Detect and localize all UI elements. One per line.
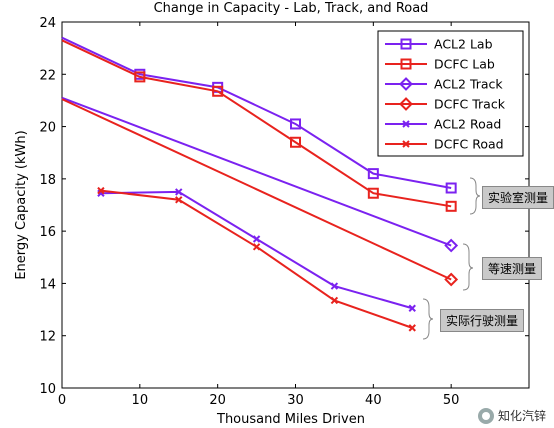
y-tick-label: 10 <box>39 382 56 397</box>
chart-title: Change in Capacity - Lab, Track, and Roa… <box>154 1 429 16</box>
data-point <box>367 168 379 180</box>
data-point <box>252 243 261 251</box>
data-point <box>445 182 457 194</box>
data-point <box>367 187 379 199</box>
legend-marker <box>399 97 413 111</box>
y-tick-label: 16 <box>39 225 56 240</box>
data-point <box>252 235 261 243</box>
series-1 <box>61 39 457 212</box>
data-point <box>408 324 416 332</box>
annotation-road: 实际行驶测量 <box>440 309 525 332</box>
legend-label: ACL2 Lab <box>434 37 493 52</box>
annotation-brackets <box>422 177 481 340</box>
watermark: 知化汽锌 <box>477 407 546 424</box>
legend-label: DCFC Lab <box>434 57 495 72</box>
y-tick-label: 20 <box>39 121 56 136</box>
data-point <box>134 71 146 83</box>
annotation-lab: 实验室测量 <box>482 186 554 209</box>
data-point <box>330 296 339 305</box>
legend-box <box>377 30 524 157</box>
legend-label: ACL2 Track <box>434 77 503 92</box>
legend-label: DCFC Track <box>434 97 506 112</box>
data-point <box>444 238 459 253</box>
x-tick-label: 40 <box>365 393 382 408</box>
annotation-bracket <box>462 243 474 291</box>
legend-entry: DCFC Lab <box>385 57 495 72</box>
legend-marker <box>400 38 412 50</box>
y-tick-label: 18 <box>39 173 56 188</box>
annotation-track: 等速测量 <box>482 257 543 280</box>
x-tick-label: 10 <box>132 393 149 408</box>
y-tick-label: 14 <box>39 277 56 292</box>
series-line <box>61 98 452 281</box>
series-3 <box>61 98 459 287</box>
legend-marker <box>399 77 413 91</box>
wechat-icon <box>477 407 494 424</box>
y-tick-label: 12 <box>39 330 56 345</box>
series-2 <box>61 96 459 253</box>
series-line <box>61 39 452 208</box>
data-point <box>444 272 459 287</box>
series-5 <box>97 186 416 332</box>
data-point <box>445 200 457 212</box>
data-point <box>175 188 183 196</box>
y-axis-label: Energy Capacity (kWh) <box>14 130 29 279</box>
series-line <box>61 96 452 247</box>
series-4 <box>97 188 416 312</box>
legend-entry: DCFC Track <box>385 97 506 112</box>
watermark-text: 知化汽锌 <box>497 409 546 423</box>
legend-label: ACL2 Road <box>434 117 501 132</box>
data-point <box>408 304 416 312</box>
x-tick-label: 20 <box>209 393 226 408</box>
annotation-bracket <box>422 298 434 340</box>
legend-label: DCFC Road <box>434 137 504 152</box>
legend-entry: DCFC Road <box>385 137 504 152</box>
legend-marker <box>402 140 410 148</box>
data-point <box>290 136 301 148</box>
legend-entry: ACL2 Road <box>385 117 501 132</box>
data-point <box>175 196 183 204</box>
data-point <box>212 85 224 97</box>
y-tick-label: 24 <box>39 16 56 31</box>
series-layer <box>61 36 459 332</box>
legend-entry: ACL2 Lab <box>385 37 493 52</box>
y-tick-label: 22 <box>39 68 56 83</box>
legend-marker <box>402 120 410 128</box>
x-tick-label: 30 <box>287 393 304 408</box>
legend-marker <box>400 58 412 70</box>
series-line <box>61 36 452 189</box>
legend: ACL2 Lab DCFC Lab ACL2 Track DCFC Track ACL2… <box>377 30 524 157</box>
x-axis-label: Thousand Miles Driven <box>216 412 365 427</box>
x-tick-label: 50 <box>443 393 460 408</box>
x-tick-label: 0 <box>58 393 66 408</box>
series-0 <box>61 36 457 194</box>
legend-entry: ACL2 Track <box>385 77 503 92</box>
data-point <box>330 282 339 290</box>
data-point <box>290 118 301 130</box>
data-point <box>97 186 105 195</box>
annotation-bracket <box>469 177 481 215</box>
